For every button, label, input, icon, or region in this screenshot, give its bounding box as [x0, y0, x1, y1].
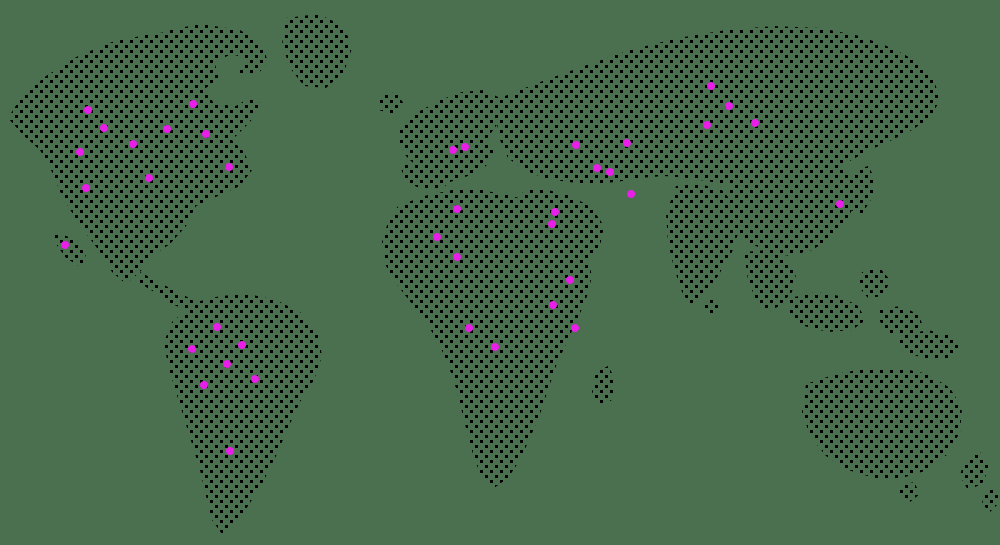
marker-as-07[interactable]: [725, 102, 733, 110]
marker-as-02[interactable]: [623, 139, 631, 147]
marker-na-10[interactable]: [225, 163, 233, 171]
marker-as-09[interactable]: [751, 119, 759, 127]
marker-as-08[interactable]: [703, 121, 711, 129]
marker-af-05[interactable]: [549, 301, 557, 309]
marker-ea-01[interactable]: [836, 200, 844, 208]
marker-af-04[interactable]: [566, 276, 574, 284]
marker-af-08[interactable]: [571, 324, 579, 332]
marker-af-03[interactable]: [453, 253, 461, 261]
marker-as-05[interactable]: [627, 190, 635, 198]
marker-eu-02[interactable]: [461, 143, 469, 151]
marker-na-08[interactable]: [189, 100, 197, 108]
marker-na-07[interactable]: [163, 125, 171, 133]
marker-af-06[interactable]: [465, 324, 473, 332]
marker-na-01[interactable]: [84, 106, 92, 114]
marker-me-01[interactable]: [551, 208, 559, 216]
marker-na-04[interactable]: [129, 140, 137, 148]
marker-af-07[interactable]: [491, 343, 499, 351]
marker-sa-05[interactable]: [200, 381, 208, 389]
marker-as-06[interactable]: [707, 82, 715, 90]
marker-na-05[interactable]: [82, 184, 90, 192]
marker-me-02[interactable]: [548, 220, 556, 228]
marker-na-06[interactable]: [145, 174, 153, 182]
marker-as-03[interactable]: [593, 164, 601, 172]
marker-na-09[interactable]: [202, 130, 210, 138]
marker-as-01[interactable]: [572, 141, 580, 149]
marker-sa-01[interactable]: [213, 323, 221, 331]
marker-af-02[interactable]: [433, 233, 441, 241]
marker-sa-06[interactable]: [251, 375, 259, 383]
marker-na-03[interactable]: [76, 148, 84, 156]
marker-af-01[interactable]: [453, 205, 461, 213]
marker-sa-07[interactable]: [226, 447, 234, 455]
marker-sa-02[interactable]: [188, 345, 196, 353]
marker-na-11[interactable]: [61, 241, 69, 249]
marker-na-02[interactable]: [100, 124, 108, 132]
marker-sa-03[interactable]: [238, 341, 246, 349]
marker-sa-04[interactable]: [223, 360, 231, 368]
marker-eu-01[interactable]: [449, 146, 457, 154]
marker-as-04[interactable]: [606, 168, 614, 176]
